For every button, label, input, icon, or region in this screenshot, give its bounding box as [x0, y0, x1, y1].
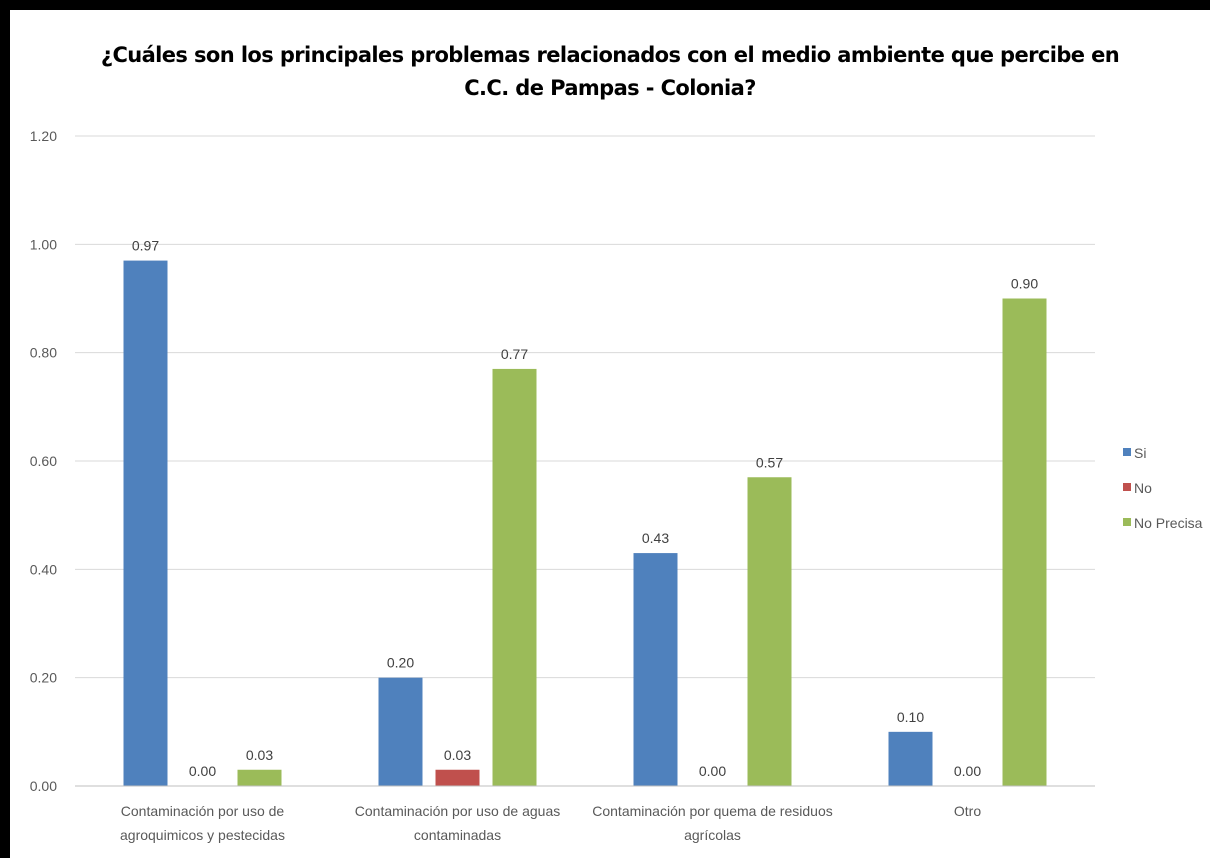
data-label: 0.03 — [246, 747, 273, 763]
chart-title-line-2: C.C. de Pampas - Colonia? — [464, 76, 756, 100]
data-label: 0.03 — [444, 747, 471, 763]
legend-label: No Precisa — [1134, 515, 1203, 531]
bar-si — [888, 731, 933, 786]
legend-swatch — [1123, 518, 1131, 526]
bar-no-precisa — [1002, 298, 1047, 786]
data-label: 0.10 — [897, 709, 924, 725]
legend-label: No — [1134, 480, 1152, 496]
data-label: 0.57 — [756, 454, 783, 470]
bar-no — [435, 769, 480, 786]
y-tick-label: 1.00 — [30, 236, 57, 252]
data-label: 0.90 — [1011, 276, 1038, 292]
y-tick-label: 0.00 — [30, 778, 57, 794]
legend-swatch — [1123, 483, 1131, 491]
category-label: contaminadas — [414, 827, 501, 843]
data-label: 0.20 — [387, 655, 414, 671]
bar-si — [378, 677, 423, 786]
y-tick-label: 0.20 — [30, 670, 57, 686]
category-label: Contaminación por uso de — [121, 803, 285, 819]
category-label: Contaminación por uso de aguas — [355, 803, 560, 819]
chart-title-line-1: ¿Cuáles son los principales problemas re… — [100, 43, 1120, 67]
legend-swatch — [1123, 448, 1131, 456]
category-label: agrícolas — [684, 827, 741, 843]
bar-si — [633, 553, 678, 786]
data-label: 0.00 — [189, 763, 216, 779]
legend-label: Si — [1134, 445, 1146, 461]
y-tick-label: 0.40 — [30, 561, 57, 577]
category-label: agroquimicos y pestecidas — [120, 827, 285, 843]
bar-no-precisa — [492, 368, 537, 786]
category-label: Otro — [954, 803, 981, 819]
bar-si — [123, 260, 168, 786]
category-label: Contaminación por quema de residuos — [592, 803, 832, 819]
bar-chart: 0.00 0.20 0.40 0.60 0.80 1.00 1.20 0.97 0.20 0.43… — [30, 128, 1203, 843]
bar-no-precisa — [237, 769, 282, 786]
data-label: 0.77 — [501, 346, 528, 362]
data-label: 0.00 — [954, 763, 981, 779]
chart-frame: ¿Cuáles son los principales problemas re… — [10, 10, 1210, 858]
bar-no-precisa — [747, 477, 792, 786]
y-tick-label: 0.80 — [30, 345, 57, 361]
y-tick-label: 1.20 — [30, 128, 57, 144]
y-tick-label: 0.60 — [30, 453, 57, 469]
data-label: 0.00 — [699, 763, 726, 779]
data-label: 0.97 — [132, 238, 159, 254]
data-label: 0.43 — [642, 530, 669, 546]
